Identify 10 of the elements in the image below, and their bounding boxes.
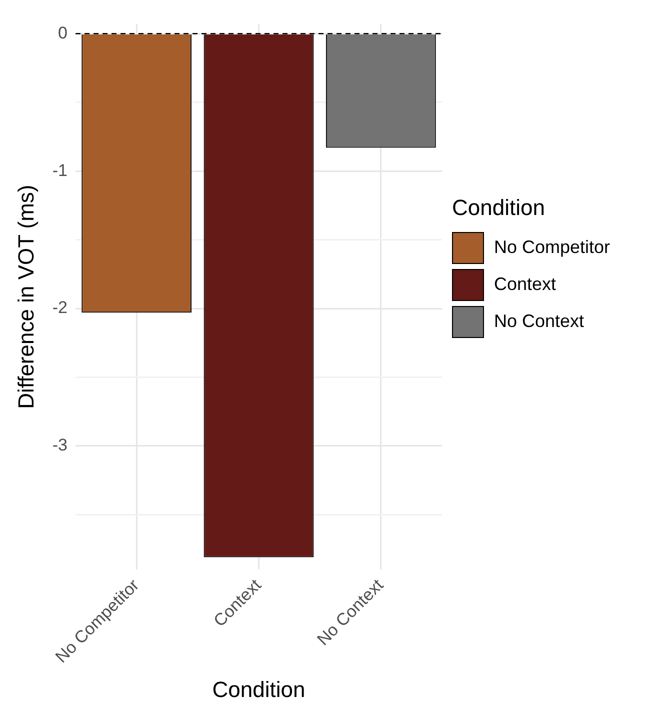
y-axis-title: Difference in VOT (ms) [13, 184, 38, 409]
legend-title: Condition [452, 195, 546, 221]
y-tick-label: 0 [58, 23, 68, 42]
legend-label: No Competitor [494, 237, 610, 258]
y-tick-label: -1 [52, 160, 68, 180]
legend-label: No Context [494, 311, 584, 332]
y-tick-label: -3 [52, 436, 68, 455]
legend-label: Context [494, 274, 556, 295]
x-axis-title: Condition [212, 676, 306, 702]
y-tick-label: -2 [52, 298, 68, 318]
